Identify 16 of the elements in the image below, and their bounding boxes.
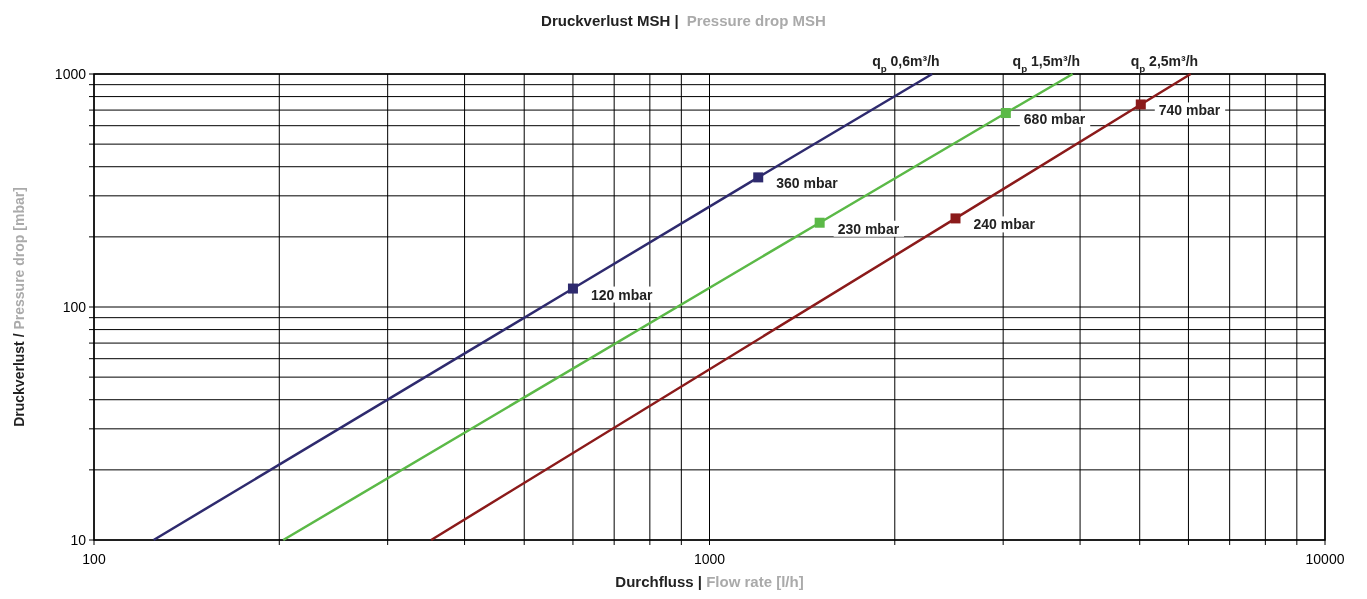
data-label: 230 mbar <box>837 220 900 237</box>
data-label: 740 mbar <box>1158 102 1221 119</box>
chart-title: Druckverlust MSH | <box>541 12 679 29</box>
data-label: 680 mbar <box>1023 111 1086 128</box>
x-tick-label: 1000 <box>693 551 726 567</box>
y-axis-title: Druckverlust / Pressure drop [mbar] <box>11 187 27 427</box>
y-tick-label: 1000 <box>54 66 87 82</box>
data-label: 360 mbar <box>776 175 839 192</box>
x-axis-title: Durchfluss | Flow rate [l/h] <box>615 573 804 590</box>
x-tick-label: 10000 <box>1305 551 1345 567</box>
data-label: 120 mbar <box>590 286 653 303</box>
x-tick-label: 100 <box>82 551 106 567</box>
y-tick-label: 100 <box>62 299 87 315</box>
data-label: 240 mbar <box>973 216 1036 233</box>
y-tick-label: 10 <box>70 532 87 548</box>
chart-subtitle: Pressure drop MSH <box>686 12 826 29</box>
